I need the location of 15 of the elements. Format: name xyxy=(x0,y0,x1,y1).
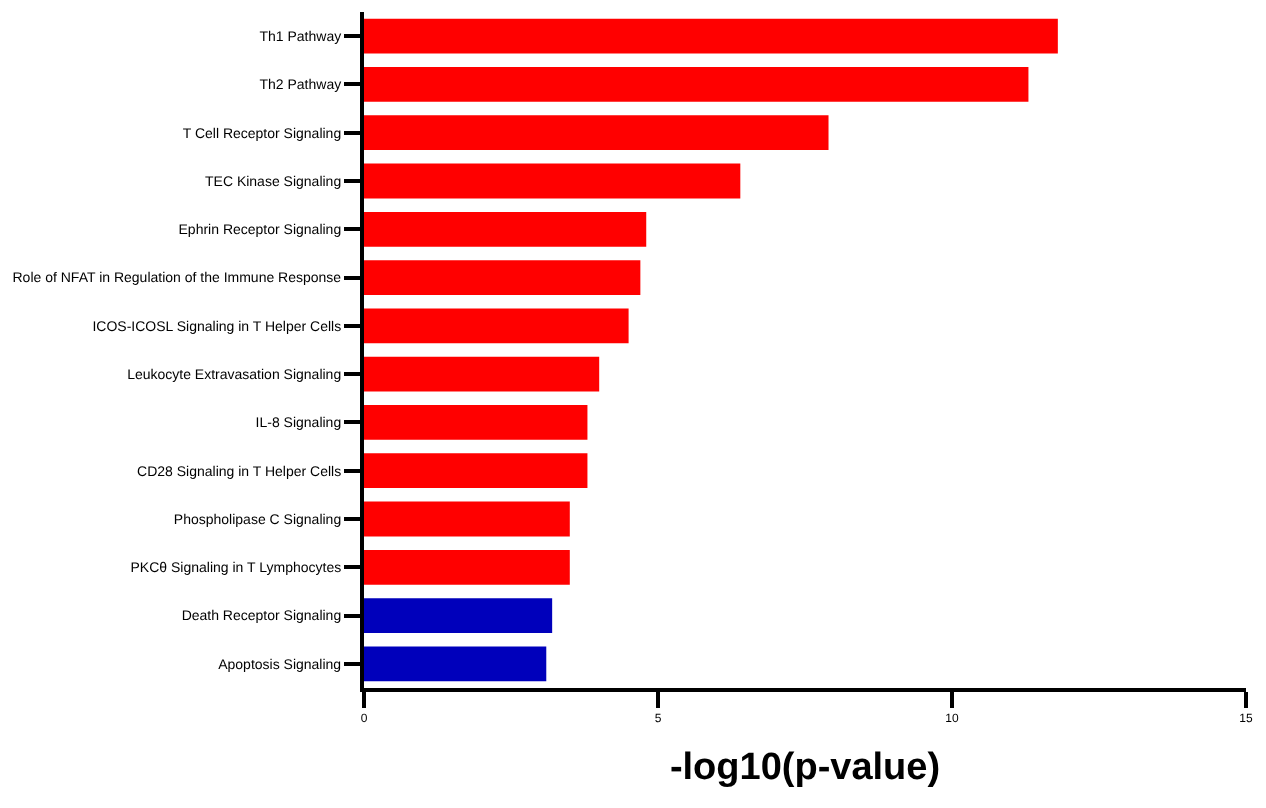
bar xyxy=(364,18,1058,54)
x-axis-title: -log10(p-value) xyxy=(669,747,941,789)
bar xyxy=(364,260,641,295)
bar xyxy=(364,549,570,585)
bar xyxy=(364,501,570,537)
bar xyxy=(364,356,600,392)
bar xyxy=(364,163,741,199)
bar xyxy=(364,453,588,489)
bar xyxy=(364,115,829,151)
bar xyxy=(364,308,629,344)
bar xyxy=(364,646,547,682)
bar xyxy=(364,405,588,440)
bar xyxy=(364,67,1029,102)
bar xyxy=(364,211,647,247)
bar xyxy=(364,598,553,633)
